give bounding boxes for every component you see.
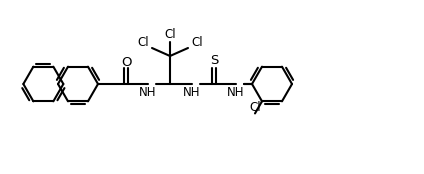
Text: Cl: Cl	[249, 101, 261, 114]
Text: NH: NH	[227, 86, 245, 100]
Text: O: O	[121, 56, 131, 69]
Text: Cl: Cl	[137, 37, 149, 49]
Text: NH: NH	[139, 86, 157, 100]
Text: Cl: Cl	[164, 29, 176, 42]
Text: Cl: Cl	[191, 37, 203, 49]
Text: S: S	[210, 54, 218, 68]
Text: NH: NH	[183, 86, 201, 100]
